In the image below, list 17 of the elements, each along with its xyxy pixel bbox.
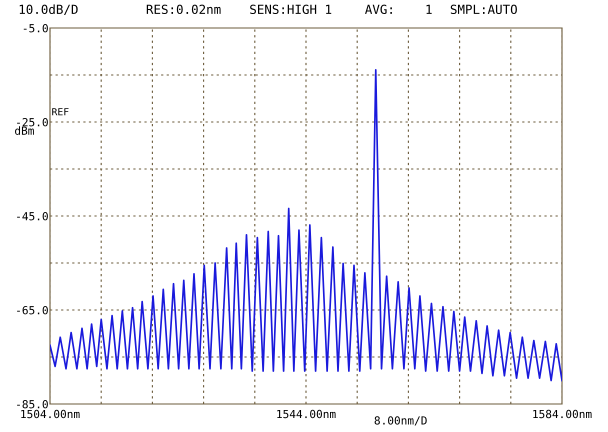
x-tick-label: 1584.00nm	[533, 410, 592, 418]
x-tick-label: 1504.00nm	[21, 410, 80, 418]
text: RES:0.02nm	[146, 4, 221, 14]
text: 8.00nm/D	[374, 416, 427, 426]
y-axis-title: dBm	[15, 126, 34, 135]
y-tick-label: -25.0	[17, 118, 48, 126]
text: SMPL:AUTO	[450, 4, 517, 14]
annotation: REF	[52, 108, 69, 116]
x-tick-label: 1544.00nm	[277, 410, 336, 418]
text: SENS:HIGH 1	[250, 4, 332, 14]
y-tick-label: -65.0	[17, 306, 48, 314]
line-series	[50, 68, 562, 382]
y-tick-label: -85.0	[17, 400, 48, 408]
text: AVG: 1	[365, 4, 432, 14]
y-tick-label: -45.0	[17, 212, 48, 220]
y-tick-label: -5.0	[24, 24, 48, 32]
text: 10.0dB/D	[20, 4, 78, 16]
